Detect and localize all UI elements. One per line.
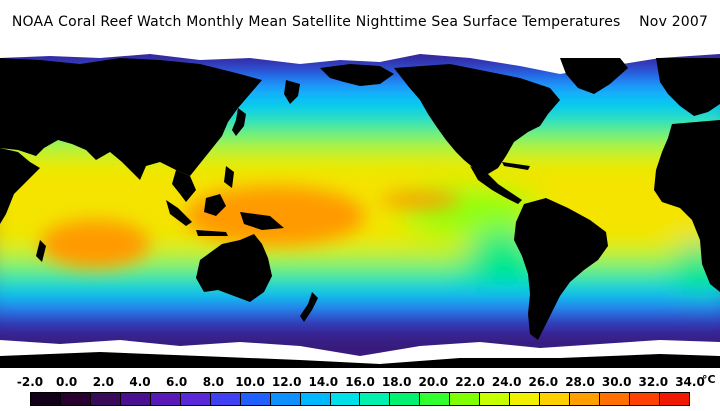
land-masses xyxy=(0,58,720,368)
map-title: NOAA Coral Reef Watch Monthly Mean Satel… xyxy=(11,14,709,30)
colorbar-swatch xyxy=(540,393,571,405)
colorbar-tick-label: 24.0 xyxy=(491,375,522,389)
colorbar-tick-label: 32.0 xyxy=(638,375,669,389)
colorbar-swatch xyxy=(630,393,661,405)
colorbar-tick-label: 16.0 xyxy=(345,375,375,389)
borneo xyxy=(204,194,226,216)
eurasia xyxy=(0,58,262,180)
colorbar-swatch xyxy=(480,393,511,405)
kamchatka xyxy=(284,80,300,104)
colorbar-swatch xyxy=(240,393,271,405)
japan xyxy=(232,108,246,136)
africa-east xyxy=(0,148,40,224)
colorbar-tick-label: 26.0 xyxy=(528,375,559,389)
colorbar-swatch xyxy=(510,393,541,405)
colorbar-swatch xyxy=(390,393,421,405)
colorbar-tick-label: 12.0 xyxy=(271,375,302,389)
alaska xyxy=(320,64,394,86)
colorbar-labels: -2.0 0.0 2.0 4.0 6.0 8.0 10.0 12.0 14.0 16.0 18.0 2… xyxy=(0,372,720,392)
colorbar-swatch xyxy=(180,393,211,405)
colorbar-tick-label: 0.0 xyxy=(56,375,78,389)
colorbar-swatch xyxy=(570,393,601,405)
new-zealand xyxy=(300,292,318,322)
colorbar-swatch xyxy=(450,393,481,405)
central-america xyxy=(470,166,522,204)
colorbar-tick-label: 14.0 xyxy=(308,375,339,389)
north-america xyxy=(394,64,560,174)
colorbar-tick-label: 4.0 xyxy=(129,375,151,389)
colorbar-swatch xyxy=(660,393,689,405)
colorbar-tick-label: 8.0 xyxy=(202,375,224,389)
colorbar-swatch xyxy=(300,393,331,405)
south-america xyxy=(514,198,608,340)
colorbar-tick-label: 34.0 xyxy=(675,375,705,389)
europe xyxy=(656,58,720,116)
colorbar-swatch xyxy=(31,393,61,405)
colorbar-swatch xyxy=(150,393,181,405)
java xyxy=(196,230,228,236)
colorbar-swatch xyxy=(90,393,121,405)
cuba xyxy=(502,162,530,170)
colorbar-tick-label: 30.0 xyxy=(601,375,632,389)
sst-map[interactable] xyxy=(0,44,720,368)
sumatra xyxy=(166,200,192,226)
colorbar-unit: °C xyxy=(702,373,716,386)
colorbar-swatch xyxy=(270,393,301,405)
australia xyxy=(196,234,272,302)
new-guinea xyxy=(240,212,284,230)
colorbar-tick-label: 2.0 xyxy=(92,375,114,389)
colorbar-tick-label: 6.0 xyxy=(166,375,188,389)
colorbar-tick-label: 22.0 xyxy=(455,375,485,389)
colorbar-tick-label: 18.0 xyxy=(381,375,412,389)
east-pacific-warm-band xyxy=(380,192,460,208)
colorbar-swatch xyxy=(120,393,151,405)
madagascar xyxy=(36,240,46,262)
colorbar-tick-label: 28.0 xyxy=(565,375,595,389)
colorbar-swatch xyxy=(210,393,241,405)
colorbar-tick-label: 10.0 xyxy=(235,375,265,389)
colorbar-swatch xyxy=(420,393,451,405)
indochina xyxy=(172,170,196,202)
philippines xyxy=(224,166,234,188)
west-pacific-warm-pool xyxy=(185,186,365,246)
greenland xyxy=(560,58,628,94)
colorbar-swatch xyxy=(60,393,91,405)
africa-west xyxy=(654,120,720,292)
colorbar-swatch xyxy=(360,393,391,405)
colorbar-swatch xyxy=(600,393,631,405)
ocean-temperature-field xyxy=(0,44,720,368)
colorbar-swatch xyxy=(330,393,361,405)
antarctica xyxy=(0,352,720,368)
colorbar xyxy=(30,392,690,406)
indian-ocean-warm-pool xyxy=(40,220,150,268)
colorbar-tick-label: 20.0 xyxy=(418,375,449,389)
colorbar-tick-label: -2.0 xyxy=(16,375,44,389)
